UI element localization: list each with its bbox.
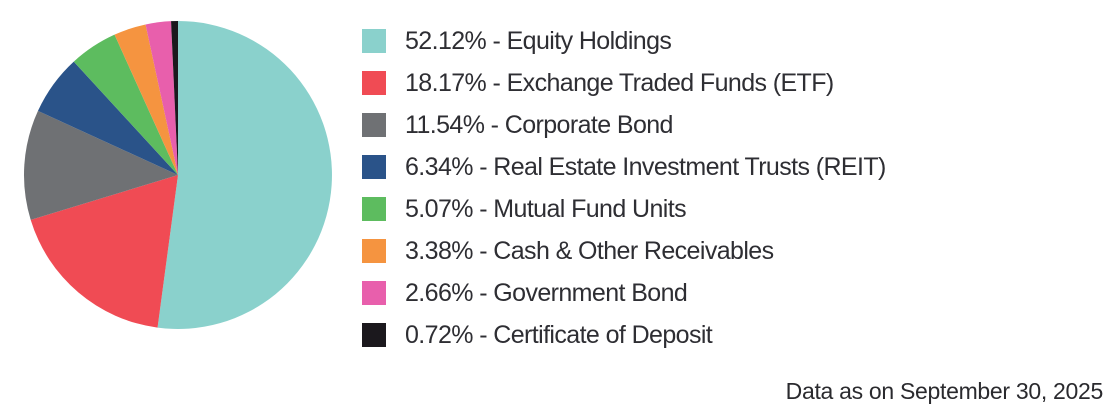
- legend-label: 3.38% - Cash & Other Receivables: [405, 236, 774, 265]
- legend-label: 52.12% - Equity Holdings: [405, 26, 672, 55]
- pie-slice: [30, 175, 178, 328]
- legend-item: 5.07% - Mutual Fund Units: [362, 188, 886, 230]
- pie-slice: [114, 24, 178, 176]
- legend-label: 11.54% - Corporate Bond: [405, 110, 673, 139]
- legend-label: 6.34% - Real Estate Investment Trusts (R…: [405, 152, 886, 181]
- pie-chart-svg: [23, 21, 332, 329]
- legend-swatch: [362, 239, 386, 263]
- legend-item: 0.72% - Certificate of Deposit: [362, 314, 886, 356]
- legend-item: 3.38% - Cash & Other Receivables: [362, 230, 886, 272]
- legend-swatch: [362, 113, 386, 137]
- chart-legend: 52.12% - Equity Holdings 18.17% - Exchan…: [362, 20, 886, 356]
- legend-label: 0.72% - Certificate of Deposit: [405, 320, 713, 349]
- pie-slice: [171, 21, 178, 175]
- pie-chart: [23, 20, 333, 330]
- legend-swatch: [362, 29, 386, 53]
- legend-label: 2.66% - Government Bond: [405, 278, 688, 307]
- legend-item: 18.17% - Exchange Traded Funds (ETF): [362, 62, 886, 104]
- legend-swatch: [362, 281, 386, 305]
- legend-swatch: [362, 323, 386, 347]
- legend-item: 6.34% - Real Estate Investment Trusts (R…: [362, 146, 886, 188]
- data-as-on-note: Data as on September 30, 2025: [785, 378, 1104, 404]
- legend-swatch: [362, 155, 386, 179]
- legend-item: 2.66% - Government Bond: [362, 272, 886, 314]
- legend-item: 11.54% - Corporate Bond: [362, 104, 886, 146]
- legend-item: 52.12% - Equity Holdings: [362, 20, 886, 62]
- legend-label: 18.17% - Exchange Traded Funds (ETF): [405, 68, 834, 97]
- legend-swatch: [362, 197, 386, 221]
- legend-swatch: [362, 71, 386, 95]
- pie-slice: [23, 110, 178, 220]
- pie-slice: [157, 21, 332, 329]
- pie-slice: [37, 61, 179, 176]
- pie-slice: [145, 21, 178, 175]
- legend-label: 5.07% - Mutual Fund Units: [405, 194, 687, 223]
- pie-slice: [73, 34, 178, 176]
